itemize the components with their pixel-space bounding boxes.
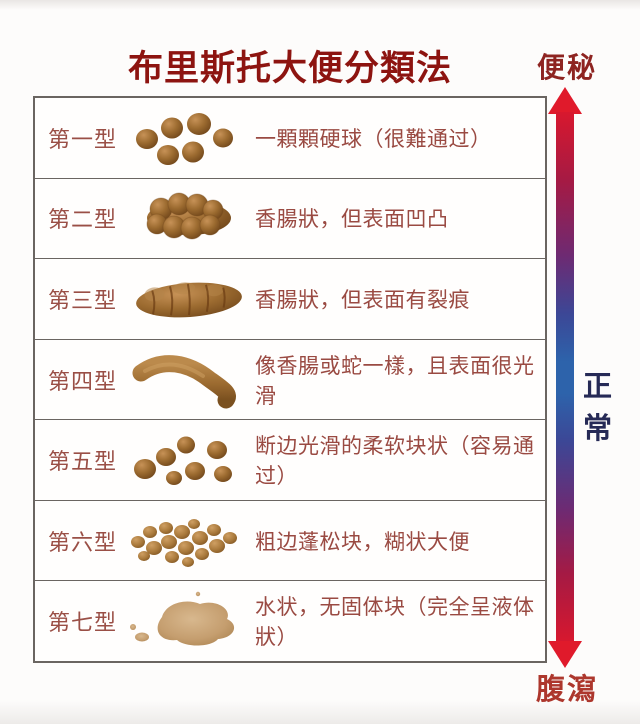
table-row: 第一型 一顆顆硬球（很難通过） (35, 98, 545, 179)
page-title: 布里斯托大便分類法 (127, 49, 452, 88)
soft-smooth-blobs-icon (122, 429, 255, 491)
separate-hard-lumps-icon (122, 107, 255, 169)
smooth-snake-sausage-icon (122, 349, 255, 411)
cracked-sausage-icon (122, 268, 255, 330)
arrow-down-icon (548, 641, 582, 668)
stool-type-label: 第二型 (48, 207, 118, 233)
stool-description: 一顆顆硬球（很難通过） (255, 127, 492, 151)
stool-description: 粗边蓬松块，糊状大便 (255, 530, 470, 554)
stool-type-label: 第七型 (48, 610, 118, 636)
stool-description: 像香腸或蛇一樣，且表面很光滑 (255, 354, 535, 408)
stool-description: 水状，无固体块（完全呈液体狀） (255, 596, 535, 650)
table-row: 第六型 (35, 501, 545, 582)
severity-scale-arrow (548, 87, 582, 668)
stool-type-label: 第三型 (48, 287, 118, 313)
stool-description: 断边光滑的柔软块状（容易通过） (255, 435, 535, 489)
lumpy-sausage-icon (122, 187, 255, 249)
stool-type-label: 第四型 (48, 368, 118, 394)
fluffy-mushy-pieces-icon (122, 510, 255, 572)
table-row: 第五型 断边光滑的柔软块状（容易通过） (35, 420, 545, 501)
stool-description: 香腸狀，但表面有裂痕 (255, 288, 470, 312)
table-row: 第七型 水状，无固体块（完全呈液体狀） (35, 581, 545, 661)
normal-label: 正常 (583, 371, 615, 445)
watery-liquid-splat-icon (122, 589, 255, 653)
stool-type-label: 第六型 (48, 529, 118, 555)
stool-type-table: 第一型 一顆顆硬球（很難通过） 第二型 (33, 96, 547, 663)
arrow-up-icon (548, 87, 582, 114)
stool-description: 香腸狀，但表面凹凸 (255, 208, 449, 232)
diarrhea-label: 腹瀉 (536, 674, 599, 706)
constipation-label: 便秘 (537, 52, 598, 83)
table-row: 第四型 像香腸或蛇一樣，且表面很光滑 (35, 340, 545, 421)
table-row: 第二型 香腸狀，但表面凹凸 (35, 179, 545, 260)
stool-type-label: 第一型 (48, 126, 118, 152)
stool-type-label: 第五型 (48, 449, 118, 475)
arrow-gradient-shaft (556, 112, 574, 643)
table-row: 第三型 (35, 259, 545, 340)
